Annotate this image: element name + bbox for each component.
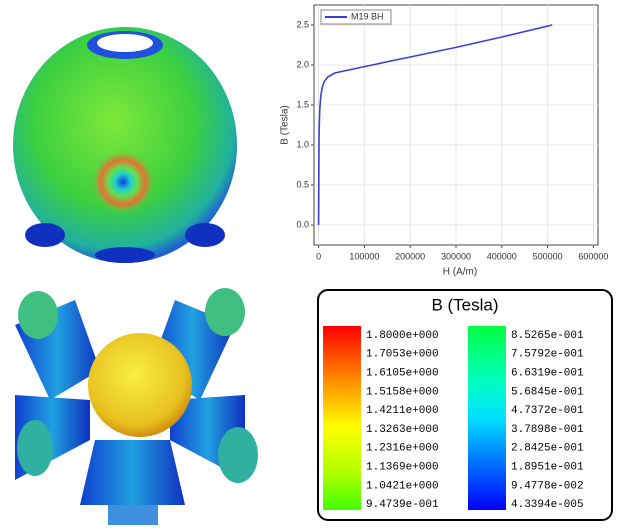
colorbar-label: 5.6845e-001 [511, 386, 584, 398]
colorbar-right [468, 326, 506, 510]
x-tick-label: 400000 [487, 251, 517, 261]
x-axis-label: H (A/m) [443, 267, 477, 278]
page: H (A/m) B (Tesla) M19 BH 0 100000 200000 30… [0, 0, 625, 525]
y-tick-label: 1.0 [296, 139, 309, 149]
colorbar-label: 1.5158e+000 [366, 386, 439, 398]
colorbar-label: 1.8000e+000 [366, 330, 439, 342]
colorbar-label: 1.1369e+000 [366, 462, 439, 474]
y-axis-label: B (Tesla) [280, 105, 291, 144]
colorbar-label: 1.0421e+000 [366, 480, 439, 492]
colorbar-label: 4.3394e-005 [511, 499, 584, 511]
cones-render [15, 288, 258, 525]
colorbar-label: 1.4211e+000 [366, 405, 439, 417]
x-tick-label: 300000 [441, 251, 471, 261]
figure: H (A/m) B (Tesla) M19 BH 0 100000 200000 30… [0, 0, 625, 525]
colorbar-label: 6.6319e-001 [511, 368, 584, 380]
x-tick-label: 500000 [533, 251, 563, 261]
bh-chart: H (A/m) B (Tesla) M19 BH 0 100000 200000 30… [280, 5, 609, 278]
colorbar-label: 2.8425e-001 [511, 443, 584, 455]
x-tick-label: 0 [316, 251, 321, 261]
colorbar-label: 1.8951e-001 [511, 462, 584, 474]
colorbar-panel: B (Tesla) 1.8000e+000 1.7053e+000 1.6105e+… [318, 290, 612, 520]
colorbar-label: 4.7372e-001 [511, 405, 584, 417]
colorbar-left [323, 326, 361, 510]
colorbar-label: 8.5265e-001 [511, 330, 584, 342]
x-tick-label: 200000 [395, 251, 425, 261]
y-tick-label: 0.0 [296, 219, 309, 229]
colorbar-label: 1.3263e+000 [366, 424, 439, 436]
y-tick-label: 2.0 [296, 59, 309, 69]
colorbar-label: 1.2316e+000 [366, 443, 439, 455]
colorbar-label: 7.5792e-001 [511, 349, 584, 361]
y-tick-label: 2.5 [296, 19, 309, 29]
colorbar-label: 9.4778e-002 [511, 480, 584, 492]
x-tick-label: 600000 [578, 251, 608, 261]
y-tick-label: 0.5 [296, 179, 309, 189]
colorbar-label: 3.7898e-001 [511, 424, 584, 436]
colorbar-label: 1.7053e+000 [366, 349, 439, 361]
legend-label: M19 BH [351, 11, 384, 21]
sphere-render [13, 27, 237, 263]
y-tick-label: 1.5 [296, 99, 309, 109]
colorbar-label: 1.6105e+000 [366, 368, 439, 380]
colorbar-label: 9.4739e-001 [366, 499, 439, 511]
x-tick-label: 100000 [349, 251, 379, 261]
colorbar-title: B (Tesla) [431, 295, 498, 314]
